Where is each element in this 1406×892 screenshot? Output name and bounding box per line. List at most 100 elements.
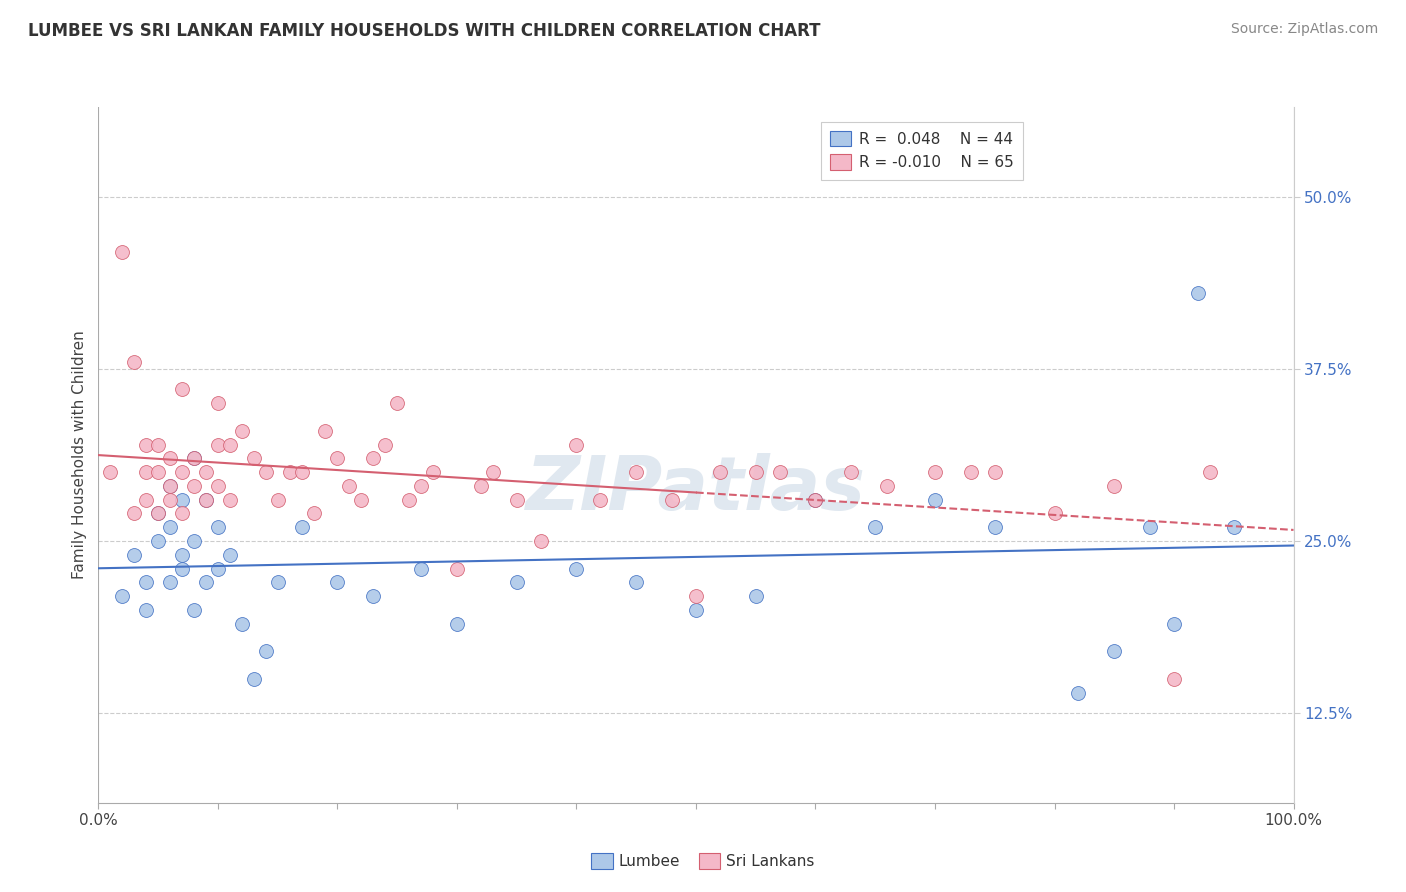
Point	[135, 603, 157, 617]
Point	[219, 548, 242, 562]
Point	[841, 465, 863, 479]
Point	[207, 561, 229, 575]
Point	[506, 575, 529, 590]
Point	[148, 507, 170, 521]
Point	[254, 644, 277, 658]
Point	[924, 492, 946, 507]
Point	[194, 465, 218, 479]
Point	[194, 575, 218, 590]
Point	[589, 492, 612, 507]
Point	[219, 492, 242, 507]
Point	[291, 465, 314, 479]
Point	[363, 451, 385, 466]
Point	[1067, 685, 1090, 699]
Point	[135, 492, 157, 507]
Point	[135, 575, 157, 590]
Point	[529, 534, 551, 549]
Point	[768, 465, 790, 479]
Point	[183, 451, 205, 466]
Point	[194, 492, 218, 507]
Point	[148, 465, 170, 479]
Point	[207, 479, 229, 493]
Point	[709, 465, 731, 479]
Legend: R =  0.048    N = 44, R = -0.010    N = 65: R = 0.048 N = 44, R = -0.010 N = 65	[821, 121, 1024, 179]
Point	[470, 479, 492, 493]
Point	[481, 465, 505, 479]
Point	[98, 465, 122, 479]
Point	[172, 383, 194, 397]
Point	[745, 465, 768, 479]
Point	[685, 603, 707, 617]
Point	[1102, 644, 1125, 658]
Point	[326, 451, 349, 466]
Point	[267, 575, 290, 590]
Point	[172, 507, 194, 521]
Point	[685, 589, 707, 603]
Point	[172, 548, 194, 562]
Point	[291, 520, 314, 534]
Point	[411, 479, 433, 493]
Point	[207, 396, 229, 410]
Point	[411, 561, 433, 575]
Point	[326, 575, 349, 590]
Point	[219, 437, 242, 451]
Point	[148, 437, 170, 451]
Point	[446, 561, 468, 575]
Point	[385, 396, 409, 410]
Point	[804, 492, 827, 507]
Point	[863, 520, 887, 534]
Point	[745, 589, 768, 603]
Point	[302, 507, 325, 521]
Point	[172, 561, 194, 575]
Point	[446, 616, 468, 631]
Point	[183, 534, 205, 549]
Point	[172, 492, 194, 507]
Point	[984, 520, 1007, 534]
Point	[1222, 520, 1246, 534]
Point	[626, 465, 648, 479]
Point	[1198, 465, 1220, 479]
Point	[159, 451, 181, 466]
Point	[183, 479, 205, 493]
Point	[506, 492, 529, 507]
Point	[565, 561, 588, 575]
Point	[254, 465, 277, 479]
Point	[924, 465, 946, 479]
Point	[135, 437, 157, 451]
Point	[207, 520, 229, 534]
Point	[1163, 672, 1185, 686]
Point	[148, 534, 170, 549]
Point	[231, 424, 253, 438]
Point	[339, 479, 360, 493]
Point	[565, 437, 588, 451]
Point	[984, 465, 1007, 479]
Point	[183, 603, 205, 617]
Point	[278, 465, 301, 479]
Text: Source: ZipAtlas.com: Source: ZipAtlas.com	[1230, 22, 1378, 37]
Point	[148, 507, 170, 521]
Point	[172, 465, 194, 479]
Point	[350, 492, 373, 507]
Point	[959, 465, 981, 479]
Point	[1139, 520, 1161, 534]
Point	[1163, 616, 1185, 631]
Point	[124, 355, 146, 369]
Y-axis label: Family Households with Children: Family Households with Children	[72, 331, 87, 579]
Legend: Lumbee, Sri Lankans: Lumbee, Sri Lankans	[585, 847, 821, 875]
Point	[876, 479, 898, 493]
Text: LUMBEE VS SRI LANKAN FAMILY HOUSEHOLDS WITH CHILDREN CORRELATION CHART: LUMBEE VS SRI LANKAN FAMILY HOUSEHOLDS W…	[28, 22, 821, 40]
Point	[374, 437, 396, 451]
Point	[194, 492, 218, 507]
Point	[422, 465, 444, 479]
Point	[661, 492, 683, 507]
Text: ZIPatlas: ZIPatlas	[526, 453, 866, 526]
Point	[398, 492, 420, 507]
Point	[135, 465, 157, 479]
Point	[315, 424, 337, 438]
Point	[1187, 286, 1209, 301]
Point	[124, 507, 146, 521]
Point	[243, 451, 266, 466]
Point	[159, 520, 181, 534]
Point	[1102, 479, 1125, 493]
Point	[124, 548, 146, 562]
